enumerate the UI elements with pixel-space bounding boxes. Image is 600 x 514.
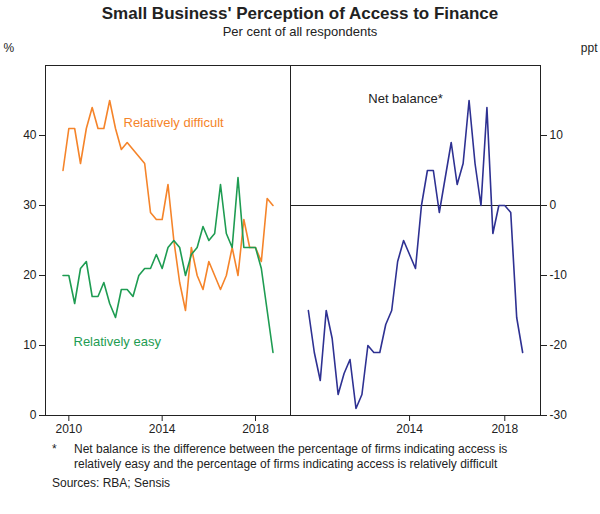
svg-text:2018: 2018 xyxy=(491,422,518,436)
html-text:Per cent of all respondents: Per cent of all respondents xyxy=(222,24,378,39)
svg-text:0: 0 xyxy=(30,408,37,422)
svg-text:Relatively easy: Relatively easy xyxy=(74,334,162,349)
html-text:Small Business' Perception of: Small Business' Perception of Access to … xyxy=(101,4,499,23)
svg-text:2010: 2010 xyxy=(55,422,82,436)
svg-text:0: 0 xyxy=(550,198,557,212)
svg-text:30: 30 xyxy=(23,198,37,212)
svg-text:ppt: ppt xyxy=(581,41,598,55)
svg-text:-20: -20 xyxy=(550,338,568,352)
svg-text:2018: 2018 xyxy=(242,422,269,436)
html-text:Sources: RBA; Sensis: Sources: RBA; Sensis xyxy=(52,476,171,490)
svg-text:2014: 2014 xyxy=(396,422,423,436)
svg-text:2014: 2014 xyxy=(149,422,176,436)
svg-text:Net balance*: Net balance* xyxy=(368,91,442,106)
svg-text:20: 20 xyxy=(23,268,37,282)
svg-text:10: 10 xyxy=(23,338,37,352)
html-text:Net balance is the difference: Net balance is the difference between th… xyxy=(74,442,508,471)
svg-text:Relatively difficult: Relatively difficult xyxy=(124,115,225,130)
svg-text:-30: -30 xyxy=(550,408,568,422)
svg-text:%: % xyxy=(4,41,15,55)
svg-text:-10: -10 xyxy=(550,268,568,282)
svg-text:10: 10 xyxy=(550,128,564,142)
svg-text:40: 40 xyxy=(23,128,37,142)
